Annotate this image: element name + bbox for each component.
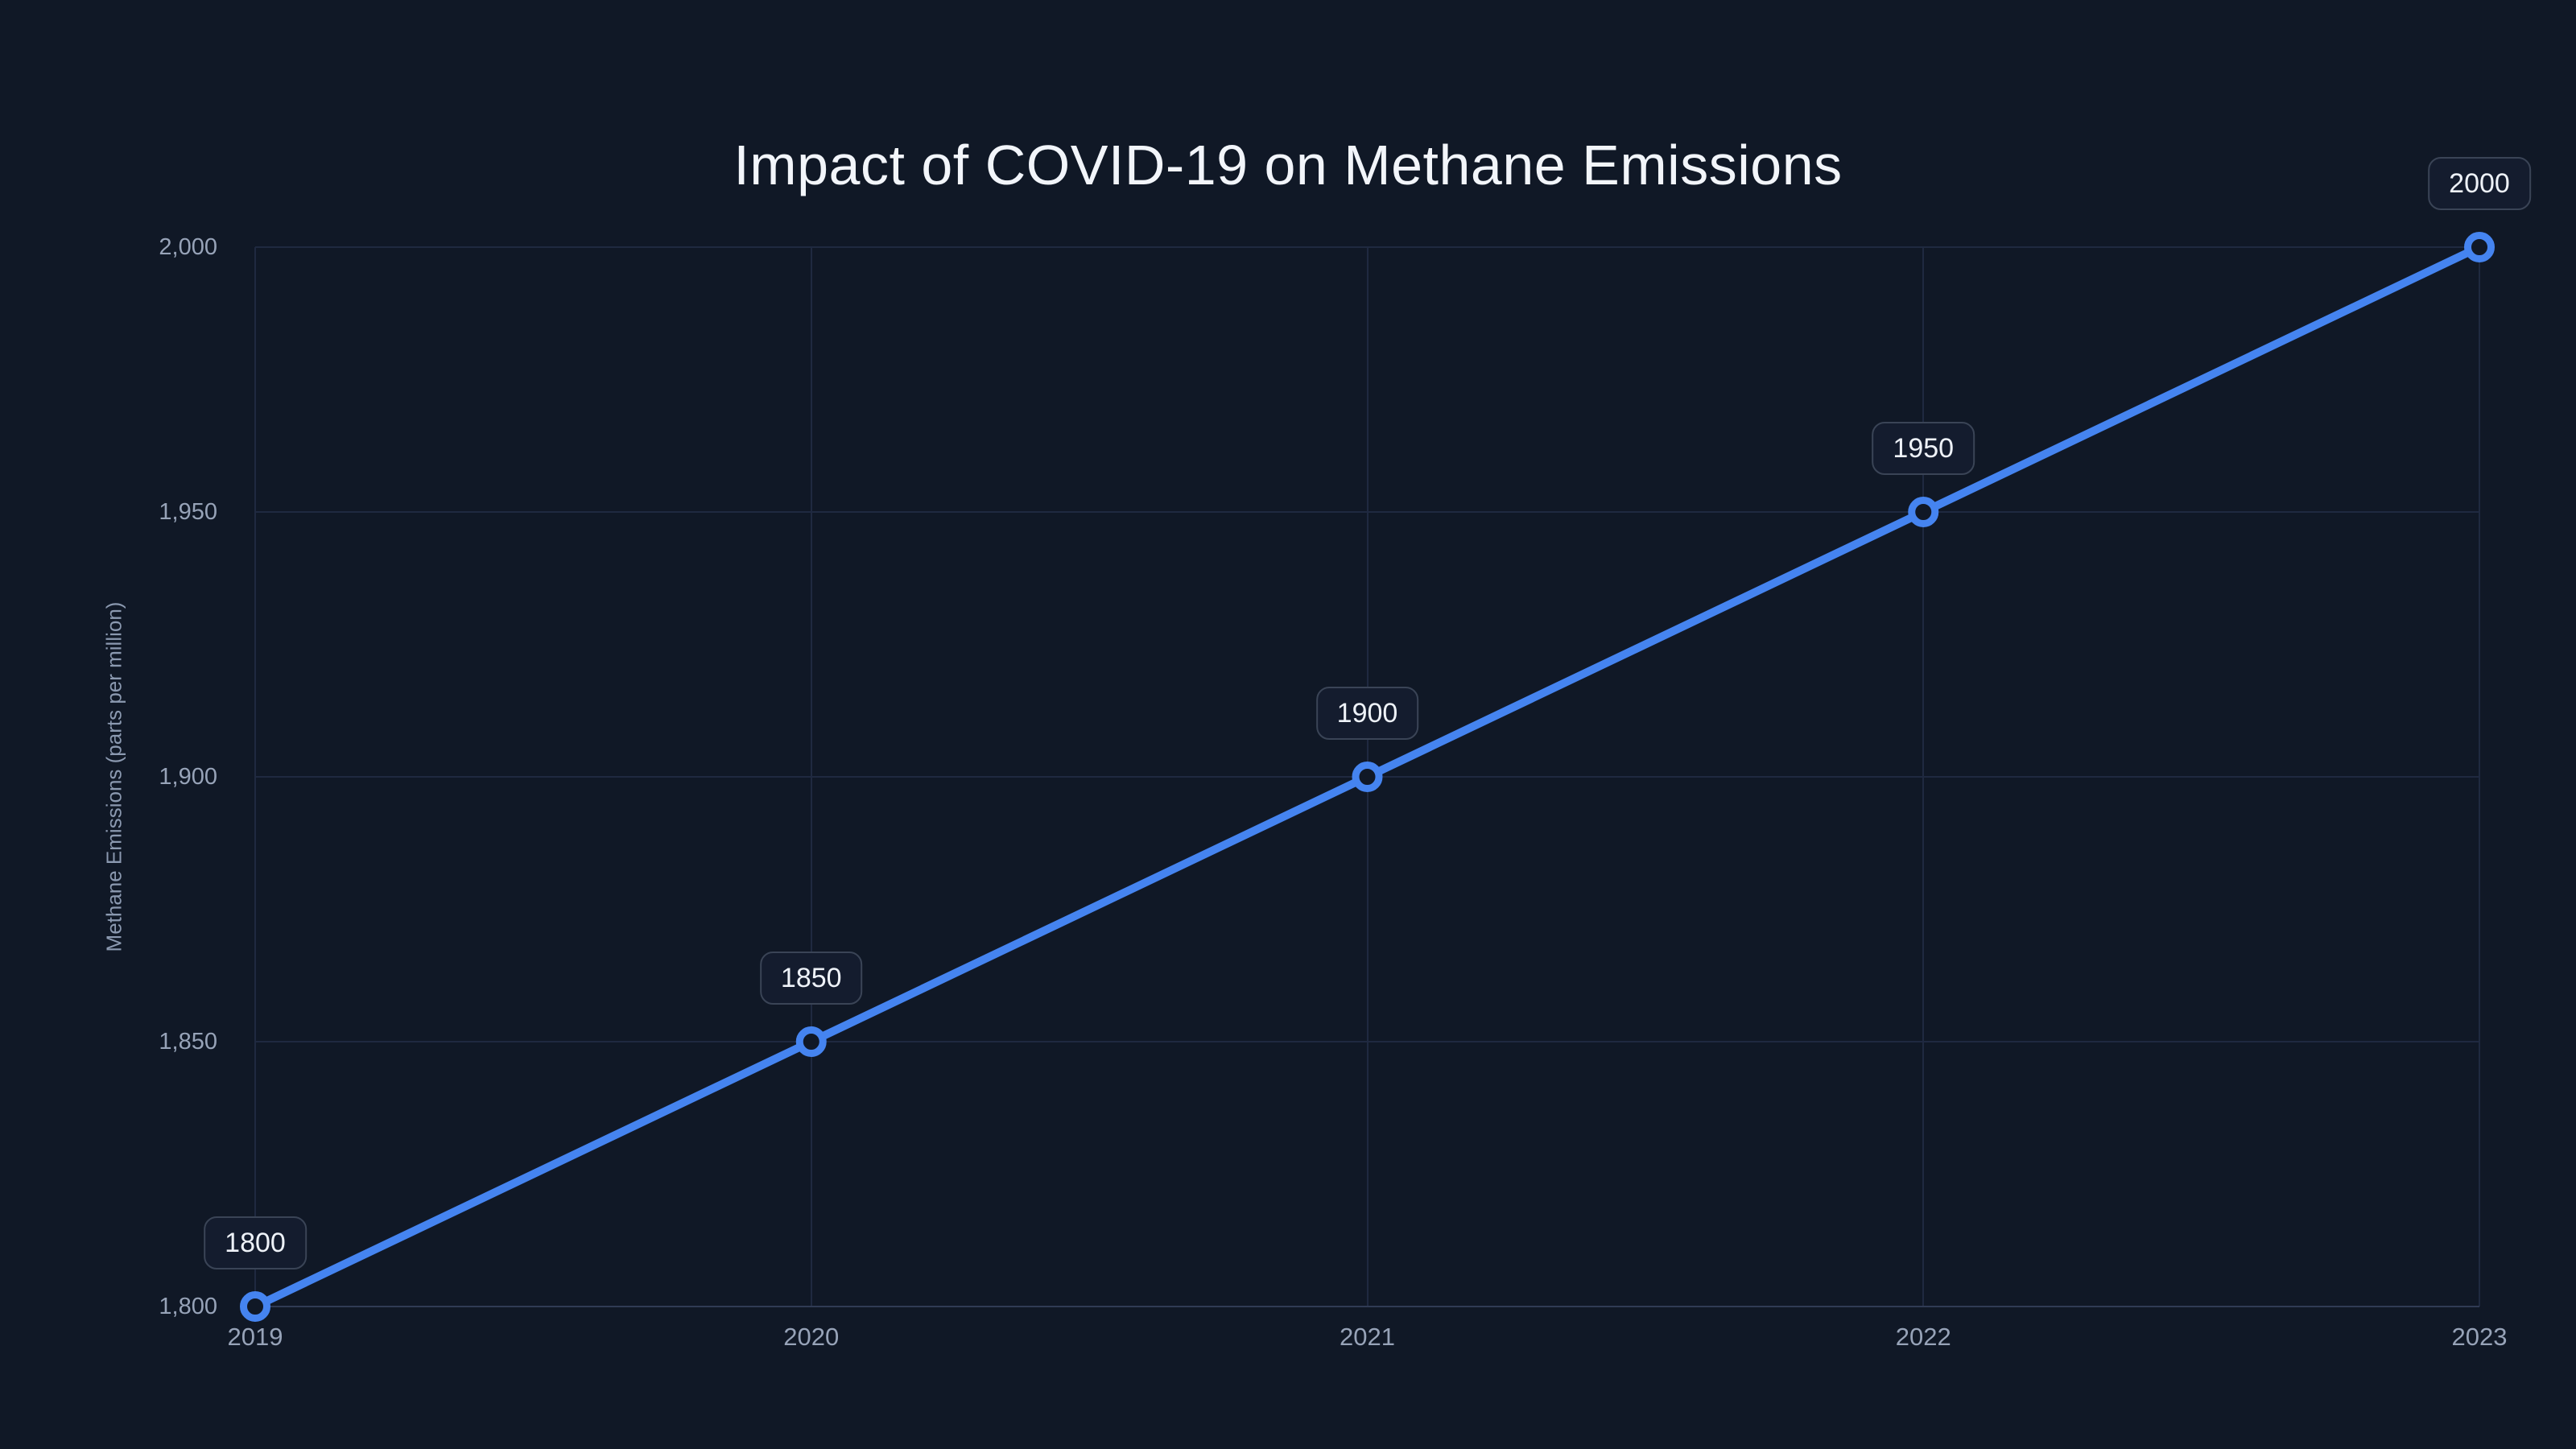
y-tick-label-1900: 1,900 (159, 764, 217, 790)
x-axis-line (255, 1306, 2479, 1307)
gridline-v-2019 (254, 247, 256, 1307)
y-tick-label-1950: 1,950 (159, 499, 217, 525)
point-label-1800: 1800 (204, 1216, 307, 1269)
point-label-1850: 1850 (759, 952, 863, 1005)
x-tick-label-2022: 2022 (1895, 1323, 1951, 1351)
data-point-2023[interactable] (2464, 232, 2495, 262)
y-tick-label-2000: 2,000 (159, 234, 217, 260)
y-tick-label-1800: 1,800 (159, 1294, 217, 1319)
chart-title: Impact of COVID-19 on Methane Emissions (733, 133, 1843, 196)
point-label-2000: 2000 (2428, 157, 2531, 210)
data-point-2020[interactable] (795, 1026, 827, 1057)
x-tick-label-2021: 2021 (1340, 1323, 1395, 1351)
point-label-1900: 1900 (1315, 687, 1419, 740)
x-tick-label-2019: 2019 (227, 1323, 283, 1351)
point-label-1950: 1950 (1872, 422, 1975, 475)
line-series (240, 232, 2495, 1322)
x-tick-label-2020: 2020 (783, 1323, 840, 1351)
gridline-v-2020 (810, 247, 812, 1307)
gridline-v-2023 (2479, 247, 2480, 1307)
data-point-2021[interactable] (1352, 762, 1383, 792)
data-point-2022[interactable] (1908, 497, 1939, 527)
y-tick-label-1850: 1,850 (159, 1029, 217, 1055)
plot-area (240, 232, 2495, 1322)
x-tick-label-2023: 2023 (2451, 1323, 2508, 1351)
data-point-2019[interactable] (240, 1291, 270, 1322)
gridline-v-2022 (1922, 247, 1925, 1307)
